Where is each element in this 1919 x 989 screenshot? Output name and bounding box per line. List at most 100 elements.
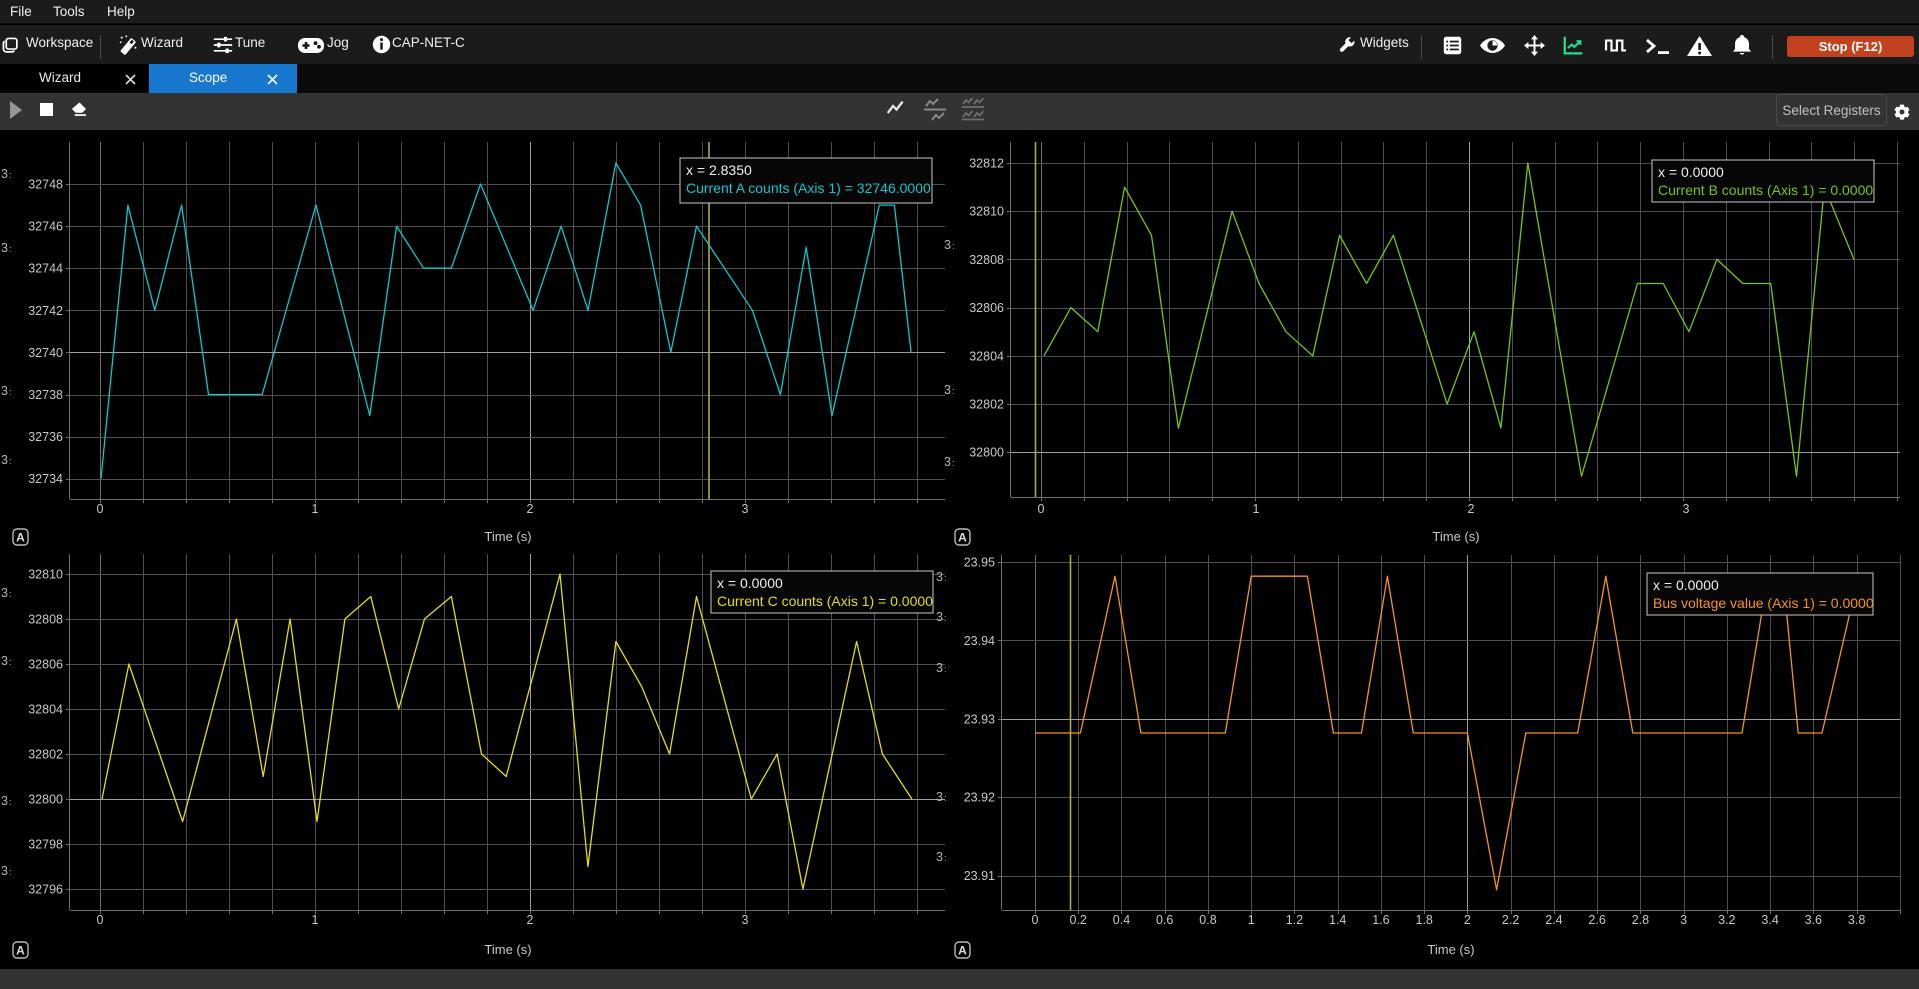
svg-text:32802: 32802 <box>28 748 63 762</box>
svg-text:32742: 32742 <box>28 304 63 318</box>
svg-text::: : <box>9 797 12 807</box>
svg-text:23.94: 23.94 <box>964 634 995 648</box>
svg-text:32806: 32806 <box>28 658 63 672</box>
svg-text:2: 2 <box>527 913 534 927</box>
svg-text:23.95: 23.95 <box>964 556 995 570</box>
svg-text:32810: 32810 <box>969 205 1004 219</box>
svg-text::: : <box>9 244 12 254</box>
svg-text:Current A counts (Axis 1) = 32: Current A counts (Axis 1) = 32746.0000 <box>686 180 931 196</box>
svg-text:3.6: 3.6 <box>1805 913 1822 927</box>
svg-text:2.8: 2.8 <box>1632 913 1649 927</box>
svg-text:x = 0.0000: x = 0.0000 <box>1653 577 1719 593</box>
svg-text:Current B counts (Axis 1) = 0.: Current B counts (Axis 1) = 0.0000 <box>1658 182 1873 198</box>
svg-text::: : <box>9 387 12 397</box>
svg-text:x = 0.0000: x = 0.0000 <box>1658 164 1724 180</box>
svg-text:2.6: 2.6 <box>1588 913 1605 927</box>
svg-text:3: 3 <box>1 864 8 878</box>
svg-text:0.8: 0.8 <box>1199 913 1216 927</box>
svg-text:32800: 32800 <box>28 793 63 807</box>
svg-text:1.2: 1.2 <box>1286 913 1303 927</box>
svg-text:3: 3 <box>1 384 8 398</box>
svg-text:32740: 32740 <box>28 346 63 360</box>
svg-text:32746: 32746 <box>28 220 63 234</box>
svg-text:Time (s): Time (s) <box>484 529 531 544</box>
svg-text:32734: 32734 <box>28 472 63 486</box>
svg-text:3: 3 <box>936 570 943 584</box>
svg-text:Time (s): Time (s) <box>484 942 531 957</box>
svg-text::: : <box>9 170 12 180</box>
svg-text:1: 1 <box>312 913 319 927</box>
svg-text:23.91: 23.91 <box>964 869 995 883</box>
svg-text:A: A <box>16 944 25 958</box>
svg-text:32748: 32748 <box>28 178 63 192</box>
svg-text::: : <box>9 867 12 877</box>
svg-text:A: A <box>958 531 967 545</box>
svg-text:3.8: 3.8 <box>1848 913 1865 927</box>
svg-text:32798: 32798 <box>28 838 63 852</box>
svg-text:2.4: 2.4 <box>1545 913 1562 927</box>
svg-text:Time (s): Time (s) <box>1432 529 1479 544</box>
svg-text:23.92: 23.92 <box>964 791 995 805</box>
svg-text:1.8: 1.8 <box>1416 913 1433 927</box>
svg-text:0: 0 <box>1038 502 1045 516</box>
svg-text:3: 3 <box>1683 502 1690 516</box>
svg-text:3.2: 3.2 <box>1718 913 1735 927</box>
svg-text:3: 3 <box>1680 913 1687 927</box>
svg-text:23.93: 23.93 <box>964 712 995 726</box>
svg-text:32738: 32738 <box>28 388 63 402</box>
svg-text::: : <box>952 458 955 468</box>
svg-text::: : <box>944 573 947 583</box>
svg-text:Current C counts (Axis 1) = 0.: Current C counts (Axis 1) = 0.0000 <box>717 593 933 609</box>
svg-text:x = 2.8350: x = 2.8350 <box>686 162 752 178</box>
svg-text:32808: 32808 <box>969 253 1004 267</box>
svg-text:32808: 32808 <box>28 613 63 627</box>
svg-text:3: 3 <box>936 850 943 864</box>
svg-text:32804: 32804 <box>969 349 1004 363</box>
svg-text:2: 2 <box>527 502 534 516</box>
svg-text:0.6: 0.6 <box>1156 913 1173 927</box>
svg-text:3: 3 <box>1 241 8 255</box>
svg-text:2: 2 <box>1468 502 1475 516</box>
svg-text:2: 2 <box>1464 913 1471 927</box>
svg-text:0.2: 0.2 <box>1070 913 1087 927</box>
svg-text:32804: 32804 <box>28 703 63 717</box>
svg-text::: : <box>9 456 12 466</box>
svg-text:3: 3 <box>944 383 951 397</box>
svg-text:0: 0 <box>1032 913 1039 927</box>
svg-text:Time (s): Time (s) <box>1427 942 1474 957</box>
svg-text:3: 3 <box>742 502 749 516</box>
svg-text:1: 1 <box>312 502 319 516</box>
svg-text:2.2: 2.2 <box>1502 913 1519 927</box>
svg-text:0: 0 <box>97 502 104 516</box>
svg-text:3: 3 <box>1 167 8 181</box>
svg-text:1: 1 <box>1248 913 1255 927</box>
svg-text:32810: 32810 <box>28 568 63 582</box>
svg-text:0.4: 0.4 <box>1113 913 1130 927</box>
svg-text:3: 3 <box>936 790 943 804</box>
svg-text:3: 3 <box>1 794 8 808</box>
svg-text:3: 3 <box>1 586 8 600</box>
svg-text:1.4: 1.4 <box>1329 913 1346 927</box>
svg-text:3: 3 <box>742 913 749 927</box>
svg-text::: : <box>944 853 947 863</box>
svg-text::: : <box>952 386 955 396</box>
svg-text::: : <box>9 589 12 599</box>
svg-text:3: 3 <box>944 238 951 252</box>
svg-text::: : <box>952 241 955 251</box>
svg-text:0: 0 <box>97 913 104 927</box>
svg-text::: : <box>944 613 947 623</box>
svg-text:32800: 32800 <box>969 446 1004 460</box>
svg-text:32736: 32736 <box>28 430 63 444</box>
svg-text:3: 3 <box>1 654 8 668</box>
svg-text:A: A <box>16 531 25 545</box>
svg-text:Bus voltage value (Axis 1) = 0: Bus voltage value (Axis 1) = 0.0000 <box>1653 595 1874 611</box>
svg-text:3: 3 <box>936 661 943 675</box>
svg-text:A: A <box>958 944 967 958</box>
svg-text:x = 0.0000: x = 0.0000 <box>717 575 783 591</box>
svg-text:3: 3 <box>1 453 8 467</box>
svg-text:1: 1 <box>1253 502 1260 516</box>
svg-text:3: 3 <box>944 455 951 469</box>
svg-text:32744: 32744 <box>28 262 63 276</box>
svg-text:32802: 32802 <box>969 398 1004 412</box>
svg-text::: : <box>944 793 947 803</box>
